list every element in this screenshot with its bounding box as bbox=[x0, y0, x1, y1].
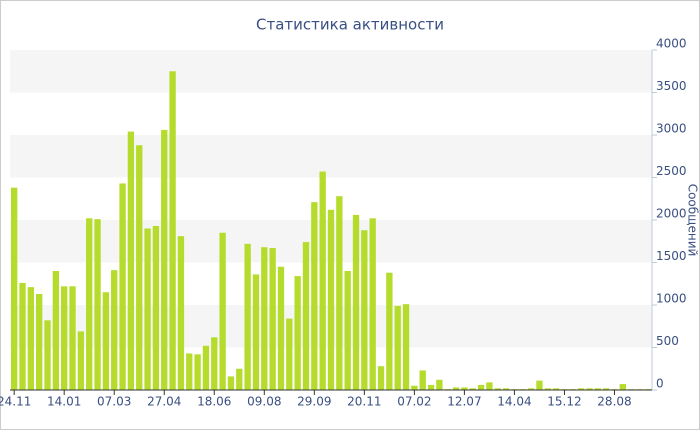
bar bbox=[52, 271, 60, 390]
bar bbox=[44, 320, 51, 390]
bar bbox=[402, 304, 410, 390]
bar bbox=[427, 384, 435, 390]
bar bbox=[111, 270, 118, 390]
bar bbox=[552, 388, 560, 390]
y-tick-label: 2500 bbox=[656, 164, 687, 178]
bar bbox=[186, 353, 193, 390]
bar bbox=[344, 271, 351, 390]
bar bbox=[419, 370, 426, 390]
x-tick-label: 29.09 bbox=[297, 395, 331, 409]
x-tick-label: 07.03 bbox=[97, 395, 131, 409]
bar bbox=[536, 380, 543, 390]
bar bbox=[461, 387, 468, 390]
bar bbox=[369, 218, 376, 390]
bar bbox=[469, 388, 476, 390]
y-tick-label: 3000 bbox=[656, 122, 687, 136]
bar bbox=[127, 131, 135, 390]
bar bbox=[177, 236, 185, 390]
x-tick-label: 14.04 bbox=[497, 395, 531, 409]
bar bbox=[277, 266, 285, 390]
y-tick-label: 0 bbox=[656, 377, 664, 391]
bar bbox=[227, 376, 235, 390]
y-tick-label: 2000 bbox=[656, 207, 687, 221]
bar bbox=[411, 385, 418, 390]
bar bbox=[336, 196, 343, 390]
bar bbox=[619, 384, 626, 390]
bar bbox=[352, 214, 360, 390]
bar bbox=[602, 388, 610, 390]
bar bbox=[394, 305, 401, 390]
x-tick-label: 09.08 bbox=[247, 395, 281, 409]
x-tick-label: 14.01 bbox=[47, 395, 81, 409]
bar bbox=[86, 218, 93, 390]
bar bbox=[136, 145, 143, 390]
bar bbox=[202, 345, 210, 390]
bar bbox=[169, 71, 176, 390]
x-tick-label: 15.12 bbox=[547, 395, 581, 409]
bar bbox=[69, 286, 76, 390]
grid-band bbox=[10, 50, 652, 93]
bar bbox=[161, 129, 168, 390]
bar bbox=[77, 331, 85, 390]
bar bbox=[94, 219, 101, 390]
bar bbox=[311, 202, 318, 390]
x-tick-label: 20.11 bbox=[347, 395, 381, 409]
bar bbox=[577, 388, 585, 390]
bar bbox=[144, 228, 151, 390]
y-tick-label: 1000 bbox=[656, 292, 687, 306]
bar bbox=[194, 354, 201, 390]
bar bbox=[327, 209, 335, 390]
x-tick-label: 12.07 bbox=[447, 395, 481, 409]
bar bbox=[302, 242, 310, 390]
bar bbox=[319, 171, 326, 390]
bar bbox=[436, 379, 443, 390]
x-tick-label: 07.02 bbox=[397, 395, 431, 409]
chart-title: Статистика активности bbox=[256, 16, 444, 34]
x-tick-label: 28.08 bbox=[597, 395, 631, 409]
bar bbox=[219, 232, 226, 390]
y-tick-label: 1500 bbox=[656, 249, 687, 263]
bar bbox=[286, 318, 293, 390]
bar bbox=[211, 337, 218, 390]
bar bbox=[494, 388, 501, 390]
y-tick-label: 4000 bbox=[656, 37, 687, 51]
bar bbox=[586, 388, 593, 390]
bar bbox=[294, 276, 301, 390]
bar bbox=[269, 248, 276, 390]
bar bbox=[102, 292, 110, 390]
y-tick-label: 500 bbox=[656, 334, 679, 348]
bar bbox=[36, 293, 43, 390]
bar bbox=[119, 183, 126, 390]
bar bbox=[502, 388, 510, 390]
bar bbox=[452, 387, 460, 390]
y-tick-label: 3500 bbox=[656, 79, 687, 93]
x-tick-label: 27.04 bbox=[147, 395, 181, 409]
bar bbox=[11, 187, 18, 390]
bar bbox=[361, 230, 368, 390]
bar bbox=[61, 286, 68, 390]
x-tick-label: 18.06 bbox=[197, 395, 231, 409]
bar bbox=[386, 272, 393, 390]
grid-band bbox=[10, 135, 652, 178]
y-axis-title: Сообщений bbox=[686, 184, 700, 257]
bar bbox=[27, 287, 35, 390]
bar bbox=[236, 368, 243, 390]
bar bbox=[244, 243, 251, 390]
x-tick-label: 24.11 bbox=[0, 395, 31, 409]
bar bbox=[477, 384, 485, 390]
bar bbox=[252, 274, 260, 390]
bar bbox=[19, 282, 26, 390]
bar bbox=[527, 388, 535, 390]
bar bbox=[486, 382, 493, 390]
bar bbox=[261, 247, 268, 390]
bar bbox=[594, 388, 601, 390]
bar bbox=[152, 225, 160, 390]
bar bbox=[377, 366, 385, 390]
bar bbox=[544, 388, 551, 390]
